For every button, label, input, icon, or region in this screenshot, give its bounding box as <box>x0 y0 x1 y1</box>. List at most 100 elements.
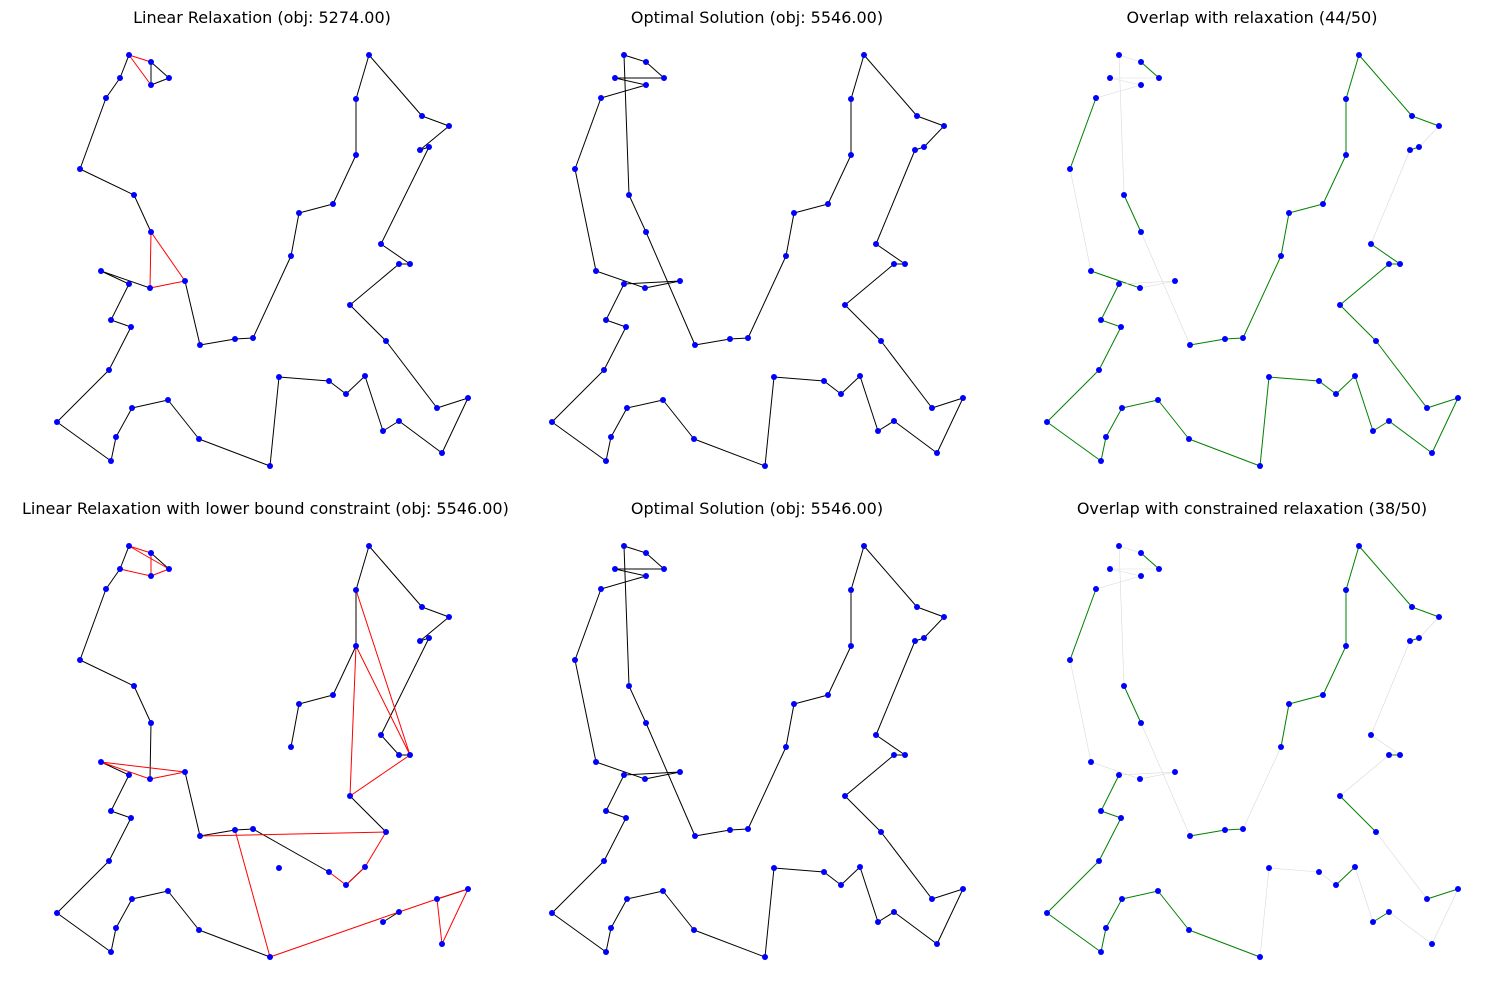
city-node <box>126 772 132 778</box>
integral-edge <box>421 115 450 127</box>
city-node <box>465 395 471 401</box>
tour-edge <box>936 888 964 945</box>
tour-edge <box>551 421 607 462</box>
integral-edge <box>298 203 334 214</box>
integral-edge <box>199 338 236 346</box>
fractional-edge <box>364 831 387 868</box>
city-node <box>848 152 854 158</box>
plot-constrained-overlap <box>1044 543 1461 960</box>
tour-edge <box>605 319 627 328</box>
panel-optimal: Optimal Solution (obj: 5546.00) <box>517 0 997 470</box>
panel-relaxation: Linear Relaxation (obj: 5274.00) <box>22 0 502 470</box>
overlap-edge <box>1140 61 1160 79</box>
city-node <box>126 543 132 549</box>
missing-edge <box>1090 761 1141 780</box>
integral-edge <box>349 304 387 342</box>
city-node <box>113 434 119 440</box>
city-node <box>642 285 648 291</box>
fractional-edge <box>128 54 152 63</box>
overlap-edge <box>1121 890 1159 900</box>
overlap-edge <box>1318 380 1337 395</box>
tour-edge <box>603 817 627 862</box>
integral-edge <box>110 436 117 462</box>
city-node <box>838 882 844 888</box>
tour-edge <box>623 54 647 63</box>
city-node <box>117 566 123 572</box>
tour-edge <box>551 912 607 953</box>
city-node <box>1107 75 1113 81</box>
city-node <box>603 317 609 323</box>
city-node <box>1138 229 1144 235</box>
city-node <box>891 909 897 915</box>
integral-edge <box>349 263 400 306</box>
city-node <box>914 113 920 119</box>
missing-edge <box>1268 867 1320 873</box>
city-node <box>1186 927 1192 933</box>
tour-edge <box>605 283 625 321</box>
city-node <box>1119 405 1125 411</box>
fractional-edge <box>398 898 438 913</box>
city-node <box>1107 566 1113 572</box>
integral-edge <box>234 337 254 340</box>
overlap-edge <box>1224 828 1244 831</box>
city-node <box>366 52 372 58</box>
integral-edge <box>110 774 130 812</box>
overlap-edge <box>1157 399 1190 440</box>
city-node <box>106 367 112 373</box>
missing-edge <box>1375 831 1428 900</box>
integral-edge <box>345 375 366 395</box>
city-node <box>626 683 632 689</box>
integral-edge <box>108 326 132 371</box>
city-node <box>1370 919 1376 925</box>
integral-edge <box>269 376 280 467</box>
integral-edge <box>380 637 430 736</box>
tour-edge <box>880 340 933 409</box>
city-node <box>1156 566 1162 572</box>
city-node <box>608 434 614 440</box>
city-node <box>197 342 203 348</box>
integral-edge <box>368 54 423 117</box>
overlap-edge <box>1242 255 1282 339</box>
city-node <box>1138 720 1144 726</box>
overlap-edge <box>1189 338 1226 346</box>
plot-optimal <box>549 52 966 469</box>
overlap-edge <box>1280 212 1290 257</box>
city-node <box>1186 436 1192 442</box>
city-node <box>417 147 423 153</box>
city-node <box>621 543 627 549</box>
city-node <box>131 683 137 689</box>
overlap-edge <box>1123 685 1142 724</box>
integral-edge <box>149 722 152 780</box>
city-node <box>1116 543 1122 549</box>
integral-edge <box>419 616 450 642</box>
city-node <box>1044 910 1050 916</box>
city-node <box>692 342 698 348</box>
tour-edge <box>645 61 665 79</box>
city-node <box>1386 418 1392 424</box>
city-node <box>1121 683 1127 689</box>
city-node <box>165 888 171 894</box>
city-node <box>1386 261 1392 267</box>
city-node <box>727 336 733 342</box>
city-node <box>98 268 104 274</box>
city-node <box>626 192 632 198</box>
city-node <box>660 397 666 403</box>
city-node <box>692 833 698 839</box>
tour-edge <box>823 380 842 395</box>
tour-edge <box>923 125 945 148</box>
city-node <box>1320 201 1326 207</box>
tour-edge <box>840 375 861 395</box>
city-node <box>572 166 578 172</box>
city-node <box>250 335 256 341</box>
integral-edge <box>198 929 271 958</box>
integral-edge <box>110 319 132 328</box>
tour-edge <box>693 929 766 958</box>
tour-edge <box>628 685 647 724</box>
city-node <box>783 744 789 750</box>
city-node <box>182 278 188 284</box>
overlap-edge <box>1372 420 1390 432</box>
overlap-edge <box>1339 304 1377 342</box>
city-node <box>1044 419 1050 425</box>
city-node <box>1368 241 1374 247</box>
integral-edge <box>79 168 135 196</box>
